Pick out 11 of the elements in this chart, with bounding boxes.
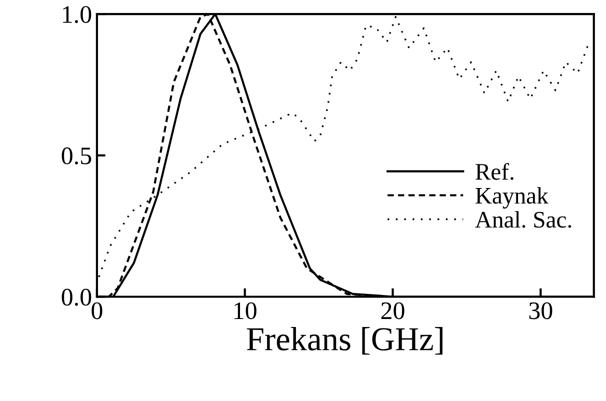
- x-tick-label: 20: [381, 302, 404, 320]
- y-tick-label: 0.5: [62, 147, 92, 164]
- x-tick-label: 30: [529, 302, 552, 320]
- x-tick-label: 0: [92, 302, 102, 320]
- y-tick-label: 0.0: [62, 288, 92, 306]
- y-tick-label: 1.0: [63, 6, 92, 24]
- x-tick-label: 10: [234, 302, 256, 320]
- x-axis-title: Frekans [GHz]: [246, 327, 442, 355]
- legend-label: Anal. Sac.: [475, 211, 572, 228]
- legend-label: Ref.: [476, 162, 514, 180]
- legend-label: Kaynak: [476, 187, 548, 209]
